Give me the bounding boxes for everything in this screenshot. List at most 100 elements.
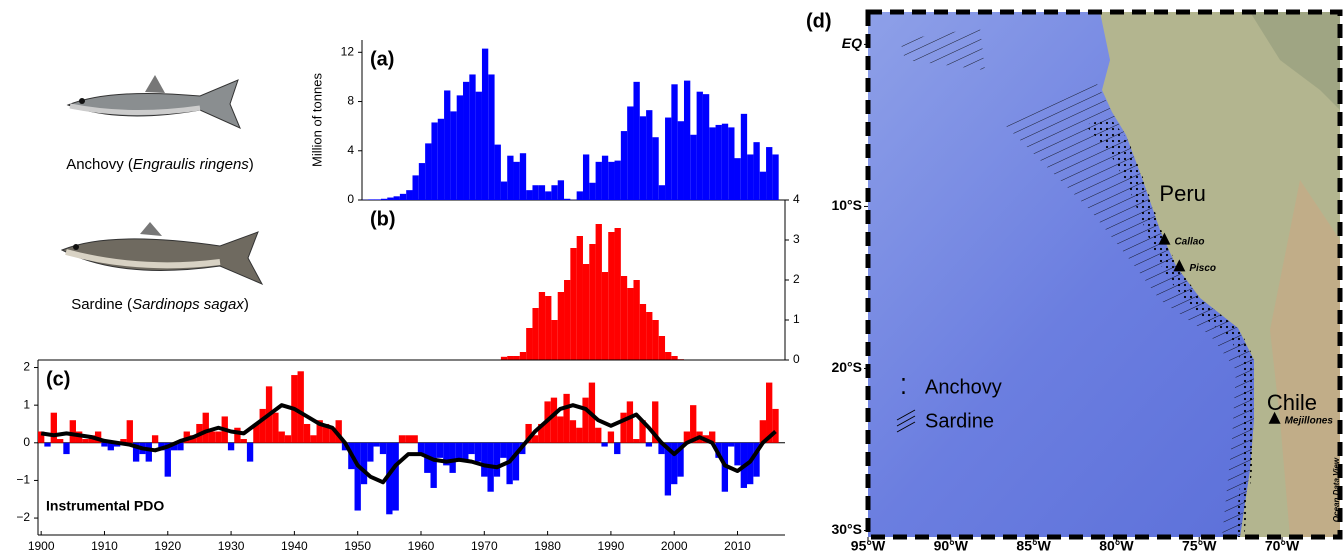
bar	[596, 162, 602, 200]
bar	[400, 194, 406, 200]
bar	[475, 443, 481, 462]
x-tick-label: 90°W	[934, 538, 969, 553]
bar	[209, 432, 215, 443]
bar	[551, 185, 557, 200]
panel-label: (b)	[370, 208, 396, 230]
bar	[272, 413, 278, 443]
bar	[310, 435, 316, 443]
bar	[520, 352, 526, 360]
bar	[741, 114, 747, 200]
bar	[368, 199, 374, 200]
bar	[469, 74, 475, 200]
anchovy-illustration	[68, 75, 240, 128]
bar	[652, 137, 658, 200]
x-tick-label: 2010	[724, 539, 751, 553]
bar	[570, 420, 576, 443]
panel-label: (a)	[370, 48, 394, 70]
bar	[577, 191, 583, 200]
bar	[690, 135, 696, 200]
bar	[51, 413, 57, 443]
bar	[709, 127, 715, 200]
bar	[633, 82, 639, 200]
bar	[279, 432, 285, 443]
bar	[507, 156, 513, 200]
bar	[766, 147, 772, 200]
bar	[152, 435, 158, 443]
bar	[419, 163, 425, 200]
y-tick-label: 0	[347, 192, 354, 206]
bar	[507, 356, 513, 360]
panel-subtitle: Instrumental PDO	[46, 498, 164, 514]
bar	[82, 439, 88, 443]
bar	[361, 443, 367, 484]
bar	[463, 82, 469, 200]
bar	[558, 292, 564, 360]
y-tick-label: −2	[16, 510, 30, 524]
bar	[671, 443, 677, 484]
bar	[430, 443, 436, 488]
bar	[558, 180, 564, 200]
bar	[545, 191, 551, 200]
site-label: Mejillones	[1285, 415, 1334, 426]
country-label: Chile	[1267, 390, 1317, 415]
species-caption: Sardine (Sardinops sagax)	[71, 296, 249, 313]
bar	[495, 145, 501, 200]
bar	[608, 432, 614, 443]
bar	[457, 95, 463, 200]
bar	[298, 371, 304, 443]
bar	[247, 443, 253, 462]
y-tick-label: 2	[793, 272, 800, 286]
bar	[500, 443, 506, 458]
bar	[760, 172, 766, 200]
bar	[374, 443, 380, 447]
bar	[640, 304, 646, 360]
bar	[627, 401, 633, 442]
bar	[772, 154, 778, 200]
bar	[582, 398, 588, 443]
bar	[545, 296, 551, 360]
bar	[734, 158, 740, 200]
x-tick-label: 1980	[534, 539, 561, 553]
y-tick-label: 4	[347, 143, 354, 157]
bar	[595, 428, 601, 443]
bar	[412, 435, 418, 443]
x-tick-label: 1930	[218, 539, 245, 553]
bar	[367, 443, 373, 462]
x-tick-label: 1910	[91, 539, 118, 553]
bar	[241, 439, 247, 443]
bar	[601, 443, 607, 447]
bar	[665, 352, 671, 360]
common-name: Sardine (	[71, 296, 132, 313]
bar	[602, 272, 608, 360]
bar	[539, 292, 545, 360]
bar	[621, 131, 627, 200]
bar	[564, 199, 570, 200]
bar	[589, 244, 595, 360]
y-tick-label: 0	[793, 352, 800, 366]
bar	[602, 156, 608, 200]
bar	[468, 443, 474, 454]
bar	[615, 228, 621, 360]
y-tick-label: 2	[23, 360, 30, 374]
bar	[659, 185, 665, 200]
x-tick-label: 1990	[598, 539, 625, 553]
y-tick-label: 1	[23, 397, 30, 411]
y-tick-label: 30°S	[831, 521, 862, 537]
x-tick-label: 1900	[28, 539, 55, 553]
latin-name: Engraulis ringens	[133, 156, 249, 173]
bar	[57, 439, 63, 443]
bar	[394, 196, 400, 200]
bar	[539, 185, 545, 200]
legend-dots: ⁚	[900, 374, 907, 399]
x-tick-label: 75°W	[1182, 538, 1217, 553]
bar	[640, 116, 646, 200]
bar	[615, 161, 621, 200]
bar	[532, 308, 538, 360]
bar	[684, 81, 690, 200]
bar	[381, 199, 387, 200]
bar	[285, 435, 291, 443]
bar	[70, 420, 76, 443]
bar	[501, 182, 507, 200]
bar	[234, 428, 240, 443]
